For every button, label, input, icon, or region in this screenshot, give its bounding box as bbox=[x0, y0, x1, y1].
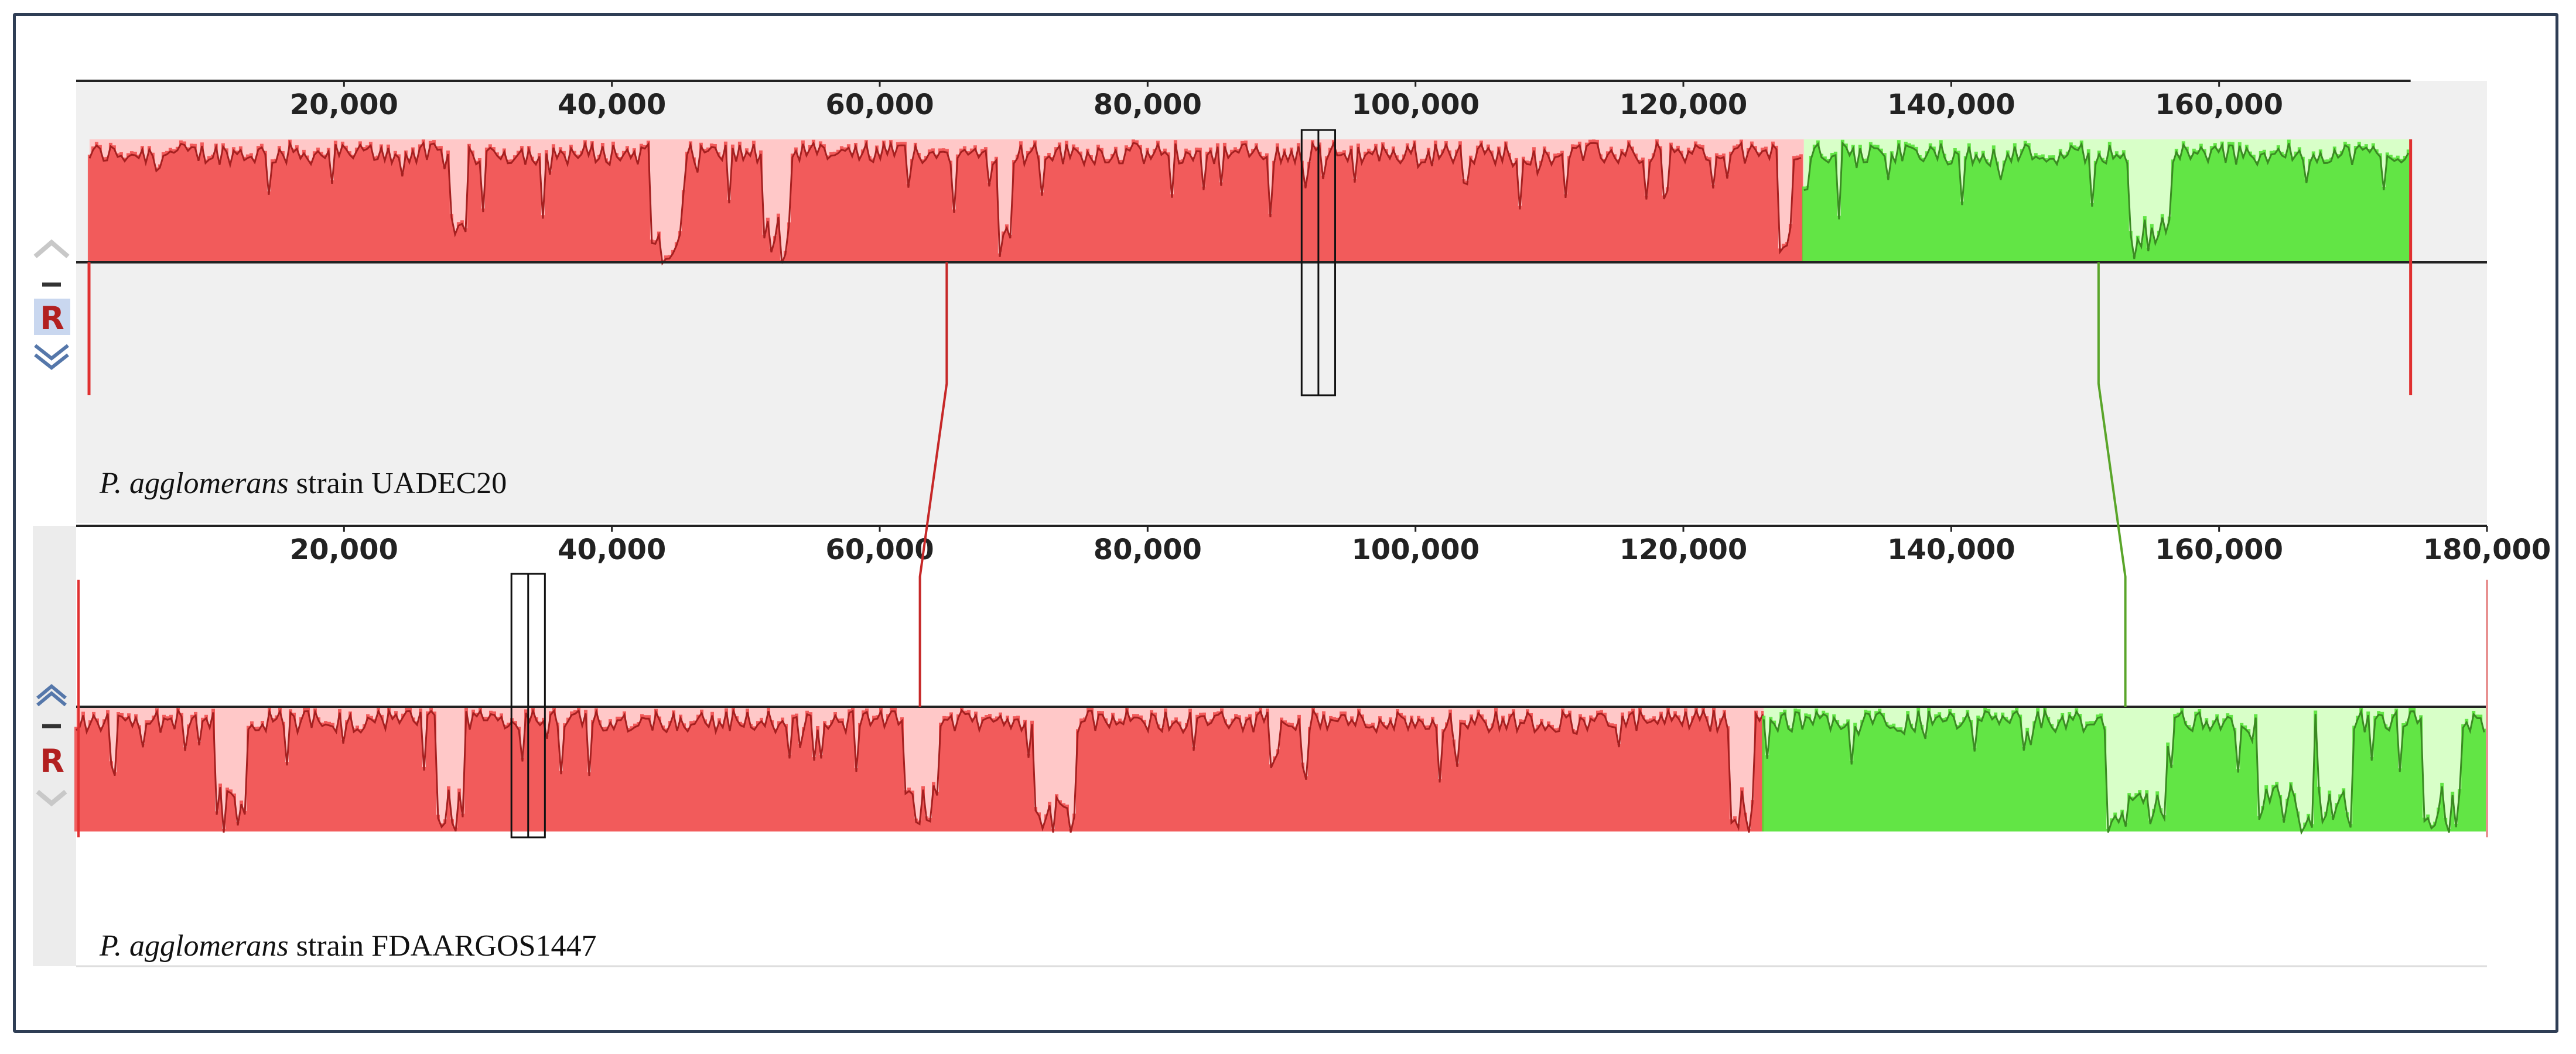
tick-label: 40,000 bbox=[558, 533, 666, 566]
lcb-blocks-fdaargos1447 bbox=[74, 707, 2487, 836]
similarity-profile bbox=[1762, 707, 2486, 831]
lcb-connector bbox=[918, 262, 948, 707]
genome-track-fdaargos1447: 20,000 40,000 60,000 80,000 100,000 120,000 14… bbox=[33, 525, 2551, 967]
reverse-button[interactable]: R bbox=[40, 300, 64, 337]
reverse-button-bg[interactable] bbox=[34, 299, 70, 335]
tick-label: 60,000 bbox=[825, 88, 934, 121]
similarity-trace bbox=[1762, 707, 2485, 836]
similarity-profile bbox=[87, 139, 1803, 262]
highlight-box[interactable] bbox=[1300, 129, 1336, 396]
tick-label: 180,000 bbox=[2423, 533, 2551, 566]
tick-label: 140,000 bbox=[1887, 88, 2015, 121]
tick-label: 160,000 bbox=[2155, 88, 2283, 121]
tick-label: 140,000 bbox=[1887, 533, 2015, 566]
similarity-trace bbox=[88, 140, 1802, 266]
chevron-down-icon[interactable] bbox=[36, 789, 67, 807]
similarity-trace bbox=[75, 707, 1764, 833]
tick-label: 100,000 bbox=[1351, 533, 1480, 566]
genome-label: P. agglomerans strain FDAARGOS1447 bbox=[99, 929, 596, 963]
lcb-blocks-uadec20 bbox=[87, 139, 2411, 266]
ruler-top: 20,000 40,000 60,000 80,000 100,000 120,000 14… bbox=[76, 80, 2411, 121]
genome-track-uadec20: 20,000 40,000 60,000 80,000 100,000 120,000 14… bbox=[33, 80, 2487, 523]
highlight-box[interactable] bbox=[510, 573, 546, 839]
tick-label: 160,000 bbox=[2155, 533, 2283, 566]
tick-label: 80,000 bbox=[1094, 88, 1202, 121]
tick-label: 120,000 bbox=[1620, 88, 1748, 121]
track-controls: R bbox=[36, 684, 67, 807]
controls-panel-background bbox=[33, 526, 76, 966]
ruler-bottom: 20,000 40,000 60,000 80,000 100,000 120,000 14… bbox=[76, 525, 2551, 566]
lcb-connector bbox=[2097, 262, 2127, 707]
tick-label: 120,000 bbox=[1620, 533, 1748, 566]
tick-label: 80,000 bbox=[1094, 533, 1202, 566]
track-controls: R bbox=[33, 239, 70, 370]
genome-label: P. agglomerans strain UADEC20 bbox=[99, 467, 507, 500]
tick-label: 60,000 bbox=[825, 533, 934, 566]
reverse-button[interactable]: R bbox=[40, 742, 64, 779]
similarity-trace bbox=[1803, 141, 2410, 259]
similarity-profile bbox=[74, 707, 1765, 831]
tick-label: 40,000 bbox=[558, 88, 666, 121]
figure-frame bbox=[13, 13, 2558, 1033]
chevron-up-icon[interactable] bbox=[33, 239, 70, 259]
tick-label: 100,000 bbox=[1351, 88, 1480, 121]
similarity-profile bbox=[1802, 139, 2410, 262]
lcb-connection-lines bbox=[918, 262, 2127, 707]
tick-label: 20,000 bbox=[290, 533, 398, 566]
tick-label: 20,000 bbox=[290, 88, 398, 121]
chevron-double-down-icon[interactable] bbox=[34, 344, 69, 370]
chevron-double-up-icon[interactable] bbox=[36, 684, 67, 707]
